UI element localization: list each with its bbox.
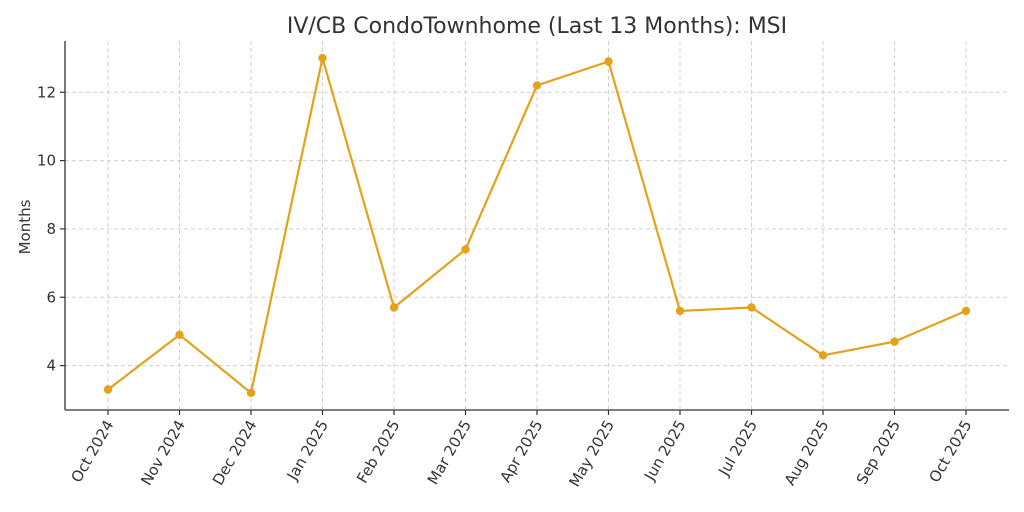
y-tick-label: 12 [37, 83, 56, 101]
x-tick-label: Aug 2025 [781, 417, 833, 489]
x-tick-label: Feb 2025 [353, 417, 403, 486]
data-point [747, 303, 756, 312]
x-tick-label: Jan 2025 [283, 417, 332, 484]
x-tick-label: Jun 2025 [640, 417, 689, 484]
x-tick-label: Mar 2025 [424, 417, 475, 488]
y-axis-label: Months [16, 199, 34, 254]
grid [65, 41, 1009, 410]
x-tick-label: Jul 2025 [714, 417, 761, 480]
data-point [818, 351, 828, 360]
data-point [175, 330, 184, 340]
tick-labels: 4 6 8 10 12 Oct 2024 Nov 2024 Dec 2024 Jan 2025 F… [37, 83, 976, 490]
x-tick-label: Dec 2024 [209, 417, 261, 488]
data-point [604, 57, 613, 66]
x-tick-label: Apr 2025 [496, 417, 546, 486]
x-tick-label: Oct 2025 [925, 417, 975, 486]
series [103, 53, 971, 398]
data-point [675, 306, 685, 316]
data-point [890, 337, 899, 346]
data-point [532, 81, 542, 90]
data-point [961, 306, 971, 316]
chart-title: IV/CB CondoTownhome (Last 13 Months): MS… [287, 14, 787, 39]
data-point [246, 388, 256, 398]
y-tick-label: 4 [46, 357, 56, 375]
data-point [461, 245, 470, 254]
x-tick-label: May 2025 [565, 417, 618, 490]
y-tick-label: 6 [46, 288, 56, 306]
x-tick-label: Sep 2025 [853, 417, 904, 488]
data-point [389, 303, 399, 312]
data-point [103, 385, 113, 394]
x-tick-label: Oct 2024 [67, 417, 117, 486]
data-point [318, 53, 327, 63]
y-tick-label: 10 [37, 152, 56, 170]
x-tick-label: Nov 2024 [137, 417, 189, 489]
y-tick-label: 8 [46, 220, 56, 238]
